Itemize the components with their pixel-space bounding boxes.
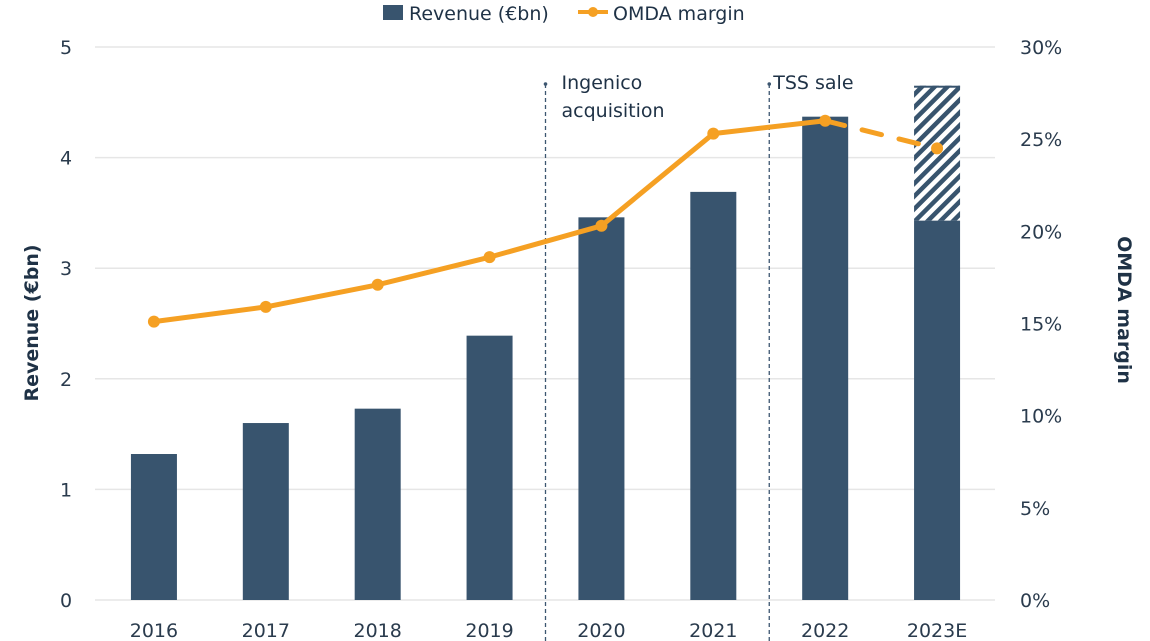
margin-point	[707, 127, 720, 140]
margin-point	[819, 114, 832, 127]
margin-point	[147, 315, 160, 328]
legend-label-margin: OMDA margin	[613, 3, 745, 25]
annotation-label: acquisition	[562, 100, 665, 122]
annotation-label: Ingenico	[562, 72, 643, 94]
left-tick-label: 0	[60, 590, 72, 612]
x-tick-label: 2020	[577, 620, 625, 641]
x-tick-label: 2019	[465, 620, 513, 641]
legend-label-revenue: Revenue (€bn)	[409, 3, 549, 25]
revenue-bar	[690, 191, 737, 601]
revenue-bar	[130, 454, 177, 600]
margin-line	[147, 114, 944, 328]
x-tick-label: 2023E	[907, 620, 967, 641]
x-tick-label: 2022	[801, 620, 849, 641]
right-tick-label: 0%	[1020, 590, 1050, 612]
revenue-bar	[802, 116, 849, 600]
revenue-bar	[354, 408, 401, 600]
margin-point	[931, 142, 944, 155]
revenue-bar	[914, 220, 961, 600]
revenue-bar	[466, 335, 513, 600]
margin-line-forecast	[822, 118, 940, 151]
right-axis-ticks: 0% 5% 10% 15% 20% 25% 30%	[1020, 37, 1062, 612]
legend: Revenue (€bn) OMDA margin	[383, 3, 745, 25]
left-tick-label: 4	[60, 148, 72, 170]
left-tick-label: 5	[60, 37, 72, 59]
left-tick-label: 3	[60, 258, 72, 280]
revenue-bars	[130, 85, 961, 601]
margin-point	[371, 278, 384, 291]
left-axis-title: Revenue (€bn)	[21, 244, 43, 401]
right-tick-label: 5%	[1020, 498, 1050, 520]
revenue-bar-estimate-cap	[914, 85, 961, 88]
right-tick-label: 30%	[1020, 37, 1062, 59]
revenue-bar	[578, 217, 625, 600]
revenue-bar	[242, 423, 289, 600]
legend-swatch-margin-marker	[588, 7, 598, 17]
legend-swatch-revenue	[383, 5, 403, 20]
right-tick-label: 15%	[1020, 314, 1062, 336]
x-tick-label: 2018	[354, 620, 402, 641]
annotation-label: TSS sale	[772, 72, 853, 94]
x-tick-label: 2021	[689, 620, 737, 641]
annotation-marker	[767, 82, 772, 86]
annotation-marker	[543, 82, 548, 86]
right-tick-label: 20%	[1020, 221, 1062, 243]
left-axis-ticks: 0 1 2 3 4 5	[60, 37, 72, 612]
left-tick-label: 2	[60, 369, 72, 391]
annotations: Ingenico acquisition TSS sale	[543, 72, 854, 641]
margin-point	[595, 219, 608, 232]
right-tick-label: 25%	[1020, 129, 1062, 151]
right-tick-label: 10%	[1020, 406, 1062, 428]
margin-point	[483, 251, 496, 264]
right-axis-title: OMDA margin	[1113, 236, 1135, 384]
left-tick-label: 1	[60, 479, 72, 501]
x-tick-label: 2017	[242, 620, 290, 641]
x-axis-labels: 2016 2017 2018 2019 2020 2021 2022 2023E	[130, 620, 967, 641]
margin-point	[259, 300, 272, 313]
x-tick-label: 2016	[130, 620, 178, 641]
